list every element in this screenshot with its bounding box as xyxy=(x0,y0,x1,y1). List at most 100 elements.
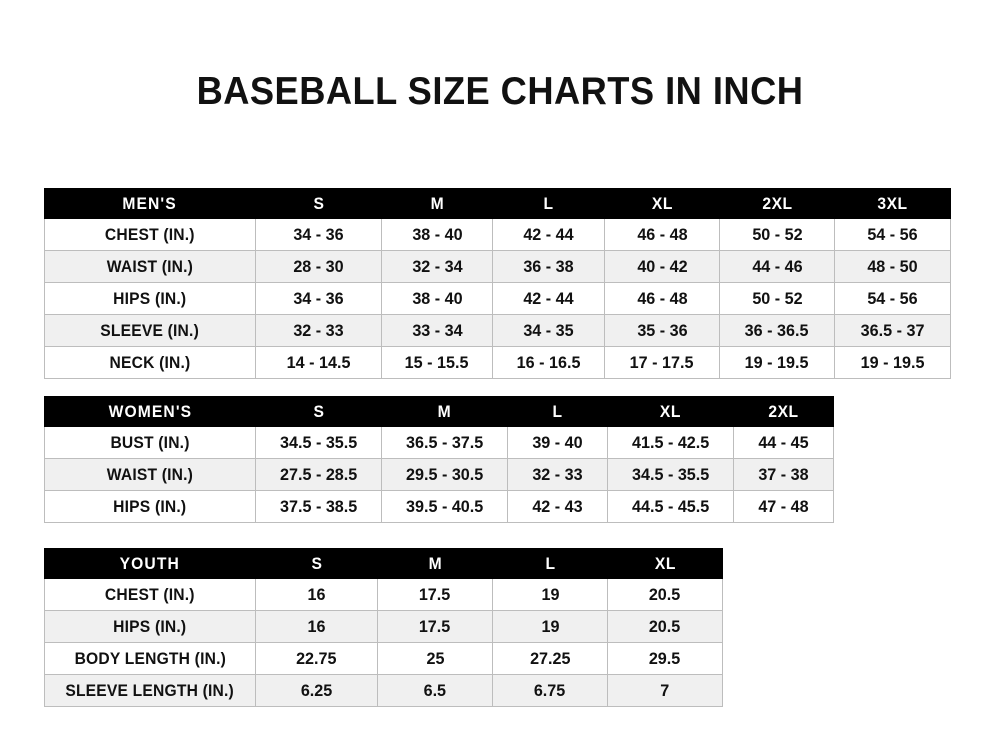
header-cell-mens-size-3xl: 3XL xyxy=(834,188,951,219)
row-label-text: SLEEVE (IN.) xyxy=(100,321,200,340)
measurement-cell: 50 - 52 xyxy=(719,282,835,315)
header-cell-mens-size-l: L xyxy=(492,188,605,219)
womens-size-table: WOMEN'S S M L XL 2XL BUST (IN.) 34.5 - 35.5 36.… xyxy=(44,396,834,523)
header-row: YOUTH S M L XL xyxy=(44,548,723,579)
measurement-value: 20.5 xyxy=(649,617,681,636)
mens-table-header: MEN'S S M L XL 2XL 3XL xyxy=(44,188,951,219)
measurement-value: 47 - 48 xyxy=(758,497,809,516)
measurement-value: 34.5 - 35.5 xyxy=(631,465,710,484)
measurement-value: 34 - 36 xyxy=(293,225,344,244)
measurement-value: 19 - 19.5 xyxy=(745,353,809,372)
mens-size-table: MEN'S S M L XL 2XL 3XL CHEST (IN.) 34 - 36 38 - … xyxy=(44,188,951,379)
measurement-cell: 35 - 36 xyxy=(604,314,720,347)
measurement-cell: 39.5 - 40.5 xyxy=(381,490,508,523)
youth-table-body: CHEST (IN.) 16 17.5 19 20.5 HIPS (IN.) 16 17.5 1… xyxy=(44,578,723,707)
header-cell-youth-size-s: S xyxy=(255,548,378,579)
youth-table-header: YOUTH S M L XL xyxy=(44,548,723,579)
measurement-value: 36.5 - 37.5 xyxy=(405,433,484,452)
measurement-cell: 17 - 17.5 xyxy=(604,346,720,379)
measurement-cell: 32 - 33 xyxy=(255,314,382,347)
measurement-cell: 27.5 - 28.5 xyxy=(255,458,382,491)
table-row: SLEEVE (IN.) 32 - 33 33 - 34 34 - 35 35 - 36… xyxy=(44,314,951,347)
row-label-text: SLEEVE LENGTH (IN.) xyxy=(65,681,235,700)
row-label-text: WAIST (IN.) xyxy=(106,465,194,484)
measurement-cell: 34 - 36 xyxy=(255,218,382,251)
measurement-value: 37 - 38 xyxy=(758,465,809,484)
measurement-value: 54 - 56 xyxy=(867,225,918,244)
measurement-cell: 19 - 19.5 xyxy=(834,346,951,379)
header-cell-text: M xyxy=(428,554,442,573)
measurement-cell: 37 - 38 xyxy=(733,458,834,491)
measurement-cell: 44 - 46 xyxy=(719,250,835,283)
row-label-sleeve-in: SLEEVE (IN.) xyxy=(44,314,256,347)
header-cell-text: 3XL xyxy=(877,194,908,213)
measurement-value: 34.5 - 35.5 xyxy=(279,433,358,452)
measurement-value: 50 - 52 xyxy=(751,289,803,308)
header-cell-womens-size-xl: XL xyxy=(607,396,734,427)
measurement-cell: 40 - 42 xyxy=(604,250,720,283)
measurement-cell: 15 - 15.5 xyxy=(381,346,493,379)
header-cell-text: YOUTH xyxy=(119,554,181,573)
page-title: BASEBALL SIZE CHARTS IN INCH xyxy=(196,70,804,113)
measurement-cell: 38 - 40 xyxy=(381,282,493,315)
measurement-cell: 29.5 - 30.5 xyxy=(381,458,508,491)
header-row: WOMEN'S S M L XL 2XL xyxy=(44,396,834,427)
header-cell-mens-size-s: S xyxy=(255,188,382,219)
row-label-hips-in: HIPS (IN.) xyxy=(44,282,256,315)
measurement-value: 42 - 44 xyxy=(523,289,574,308)
measurement-cell: 50 - 52 xyxy=(719,218,835,251)
measurement-cell: 16 xyxy=(255,610,378,643)
measurement-value: 36 - 38 xyxy=(523,257,574,276)
table-row: WAIST (IN.) 27.5 - 28.5 29.5 - 30.5 32 - 33… xyxy=(44,458,834,491)
measurement-cell: 36.5 - 37.5 xyxy=(381,426,508,459)
measurement-value: 15 - 15.5 xyxy=(405,353,469,372)
header-cell-text: L xyxy=(552,402,563,421)
row-label-text: HIPS (IN.) xyxy=(113,497,187,516)
header-cell-youth-label: YOUTH xyxy=(44,548,256,579)
table-row: NECK (IN.) 14 - 14.5 15 - 15.5 16 - 16.5 17 … xyxy=(44,346,951,379)
measurement-cell: 17.5 xyxy=(377,610,493,643)
header-cell-text: XL xyxy=(651,194,673,213)
row-label-text: HIPS (IN.) xyxy=(113,289,187,308)
measurement-value: 40 - 42 xyxy=(636,257,688,276)
header-cell-text: XL xyxy=(659,402,682,421)
measurement-value: 19 xyxy=(541,617,559,636)
measurement-cell: 34.5 - 35.5 xyxy=(607,458,734,491)
measurement-cell: 29.5 xyxy=(607,642,723,675)
measurement-cell: 47 - 48 xyxy=(733,490,834,523)
measurement-value: 19 xyxy=(541,585,559,604)
row-label-text: WAIST (IN.) xyxy=(106,257,194,276)
measurement-cell: 27.25 xyxy=(492,642,608,675)
row-label-text: NECK (IN.) xyxy=(109,353,191,372)
measurement-cell: 42 - 44 xyxy=(492,282,605,315)
measurement-value: 36 - 36.5 xyxy=(745,321,809,340)
header-cell-text: 2XL xyxy=(761,194,793,213)
row-label-hips-in: HIPS (IN.) xyxy=(44,610,256,643)
header-cell-text: S xyxy=(310,554,322,573)
row-label-text: CHEST (IN.) xyxy=(105,225,195,244)
youth-size-table: YOUTH S M L XL CHEST (IN.) 16 17.5 19 20.5 HIPS (… xyxy=(44,548,723,707)
measurement-value: 25 xyxy=(426,649,444,668)
measurement-cell: 6.5 xyxy=(377,674,493,707)
measurement-cell: 42 - 43 xyxy=(507,490,608,523)
measurement-cell: 36.5 - 37 xyxy=(834,314,951,347)
header-cell-womens-size-m: M xyxy=(381,396,508,427)
measurement-value: 16 xyxy=(307,617,326,636)
measurement-value: 46 - 48 xyxy=(636,289,688,308)
measurement-value: 32 - 33 xyxy=(532,465,583,484)
measurement-cell: 48 - 50 xyxy=(834,250,951,283)
measurement-value: 37.5 - 38.5 xyxy=(279,497,358,516)
measurement-cell: 7 xyxy=(607,674,723,707)
measurement-cell: 33 - 34 xyxy=(381,314,493,347)
header-cell-text: L xyxy=(543,194,554,213)
measurement-cell: 38 - 40 xyxy=(381,218,493,251)
measurement-cell: 44.5 - 45.5 xyxy=(607,490,734,523)
header-cell-text: 2XL xyxy=(768,402,799,421)
measurement-cell: 36 - 38 xyxy=(492,250,605,283)
measurement-cell: 20.5 xyxy=(607,610,723,643)
row-label-neck-in: NECK (IN.) xyxy=(44,346,256,379)
measurement-value: 32 - 33 xyxy=(293,321,344,340)
row-label-bust-in: BUST (IN.) xyxy=(44,426,256,459)
table-row: SLEEVE LENGTH (IN.) 6.25 6.5 6.75 7 xyxy=(44,674,723,707)
